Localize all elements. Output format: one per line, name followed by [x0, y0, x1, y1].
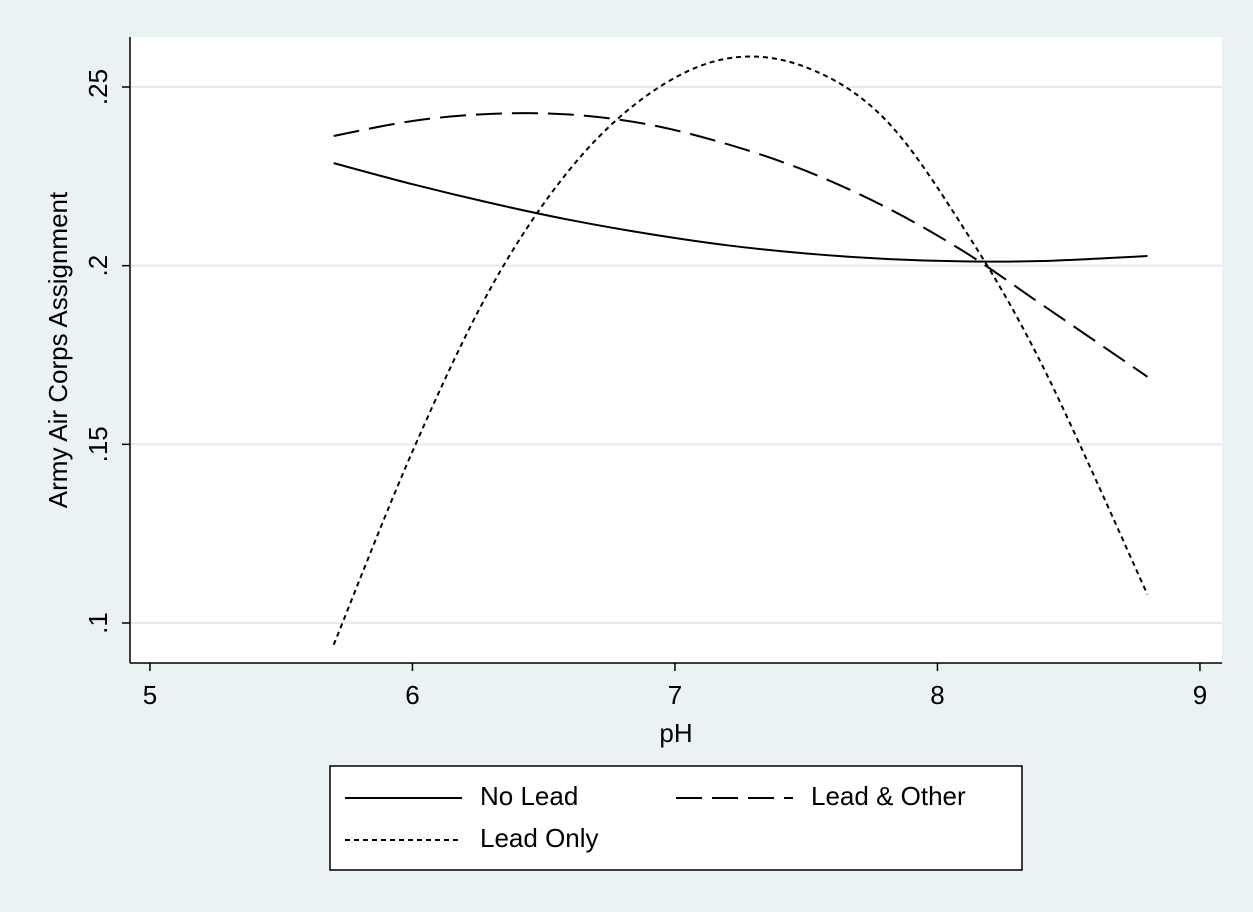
series-line — [332, 55, 1149, 646]
x-tick-label: 7 — [668, 680, 682, 710]
y-axis-label: Army Air Corps Assignment — [43, 191, 73, 508]
series-line — [333, 112, 1149, 378]
x-tick-label: 5 — [143, 680, 157, 710]
legend-label: No Lead — [480, 781, 578, 811]
y-tick-label: .15 — [83, 426, 113, 462]
x-tick-label: 9 — [1193, 680, 1207, 710]
y-tick-label: .1 — [83, 612, 113, 634]
y-tick-label: .25 — [83, 69, 113, 105]
legend-label: Lead & Other — [811, 781, 966, 811]
series-line — [333, 162, 1148, 263]
legend-box — [329, 765, 1023, 871]
plot-area — [130, 37, 1222, 663]
legend-label: Lead Only — [480, 823, 599, 853]
x-axis-label: pH — [659, 718, 692, 748]
y-tick-label: .2 — [83, 255, 113, 277]
x-tick-label: 8 — [930, 680, 944, 710]
x-tick-label: 6 — [405, 680, 419, 710]
